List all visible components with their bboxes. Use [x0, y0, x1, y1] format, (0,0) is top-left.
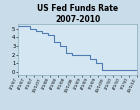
Title: US Fed Funds Rate
2007-2010: US Fed Funds Rate 2007-2010 [37, 4, 118, 24]
